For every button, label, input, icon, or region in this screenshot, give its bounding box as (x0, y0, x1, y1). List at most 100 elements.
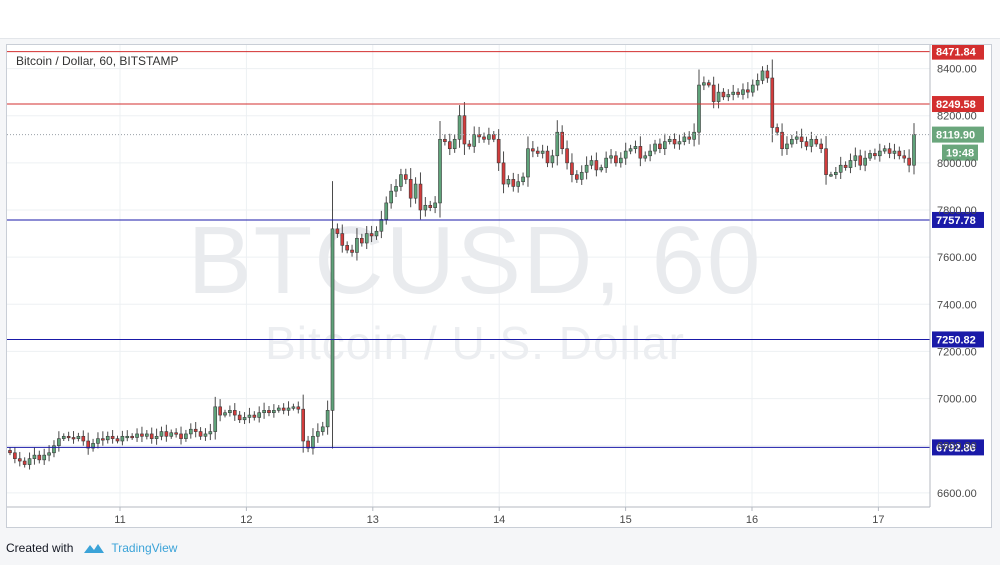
level-label: 6792.86 (936, 442, 976, 454)
x-tick-label: 12 (240, 514, 252, 526)
candle-body (726, 94, 731, 98)
candle-body (272, 410, 276, 414)
candle-body (677, 141, 682, 145)
candle-body (721, 91, 726, 98)
level-label: 8471.84 (936, 47, 977, 59)
candle-body (22, 460, 27, 465)
level-label: 7757.78 (936, 215, 976, 227)
x-tick-label: 11 (114, 514, 125, 526)
candle-body (687, 136, 692, 140)
candle-body (584, 164, 589, 173)
candle-body (296, 406, 301, 410)
candle-body (491, 134, 496, 140)
x-tick-label: 17 (872, 514, 884, 526)
candle-body (96, 438, 100, 444)
candle-body (853, 155, 858, 161)
candle-body (394, 186, 398, 192)
candle-body (135, 433, 139, 438)
candle-body (193, 428, 198, 432)
level-label-box (932, 331, 984, 348)
candle-body (526, 148, 530, 178)
candle-body (418, 183, 423, 211)
y-tick-label: 7600.00 (937, 252, 977, 264)
level-label-box (932, 96, 984, 113)
candle-body (594, 160, 599, 171)
candle-body (882, 148, 887, 152)
candle-body (535, 150, 540, 154)
y-tick-label: 6800.00 (937, 441, 977, 453)
last-price-box (932, 126, 984, 143)
candle-body (125, 435, 130, 439)
candle-body (276, 407, 281, 411)
candle-body (579, 171, 584, 180)
candle-body (755, 80, 760, 86)
tradingview-logo-icon[interactable] (83, 541, 105, 555)
candle-body (692, 131, 696, 140)
candle-body (902, 155, 907, 159)
candle-body (325, 410, 330, 428)
candle-body (237, 414, 242, 421)
candle-body (912, 134, 916, 166)
candle-body (834, 171, 838, 175)
candle-body (487, 134, 491, 140)
candle-body (736, 91, 740, 95)
level-label: 8249.58 (936, 99, 976, 111)
candle-body (247, 414, 252, 418)
candle-body (604, 157, 608, 168)
candle-body (482, 136, 486, 140)
candle-body (32, 454, 37, 459)
candle-body (765, 70, 770, 79)
candle-body (369, 233, 374, 237)
candle-body (52, 445, 56, 454)
candle-body (614, 155, 618, 164)
chart-frame[interactable]: BTCUSD, 60 Bitcoin / U.S. Dollar 8471.84… (6, 44, 992, 528)
candle-body (443, 138, 447, 142)
countdown-label: 19:48 (946, 148, 974, 160)
level-label: 7250.82 (936, 334, 976, 346)
candle-body (76, 435, 81, 439)
candle-body (360, 237, 364, 244)
last-price-label: 8119.90 (936, 130, 975, 142)
candle-body (330, 228, 335, 411)
candle-body (389, 190, 393, 204)
candle-body (384, 202, 389, 220)
candle-body (863, 157, 867, 166)
candle-body (658, 143, 662, 150)
candle-body (232, 410, 237, 416)
candle-body (462, 115, 467, 145)
candle-body (672, 138, 677, 145)
candle-body (428, 204, 433, 208)
candle-body (164, 431, 169, 437)
axes: 6600.00 6800.00 7000.00 7200.00 7400.00 7600.… (7, 45, 977, 526)
candle-body (682, 136, 687, 142)
x-tick-label: 16 (746, 514, 758, 526)
candle-body (252, 414, 257, 418)
grid (7, 45, 930, 507)
candle-body (281, 407, 286, 411)
candle-body (472, 134, 477, 147)
candle-body (340, 233, 345, 246)
candle-body (267, 410, 271, 414)
candle-body (320, 426, 325, 432)
chart-canvas[interactable]: BTCUSD, 60 Bitcoin / U.S. Dollar 8471.84… (7, 45, 993, 529)
y-tick-label: 8000.00 (937, 158, 977, 170)
candle-body (447, 141, 452, 150)
candle-body (223, 412, 227, 416)
candle-body (179, 433, 183, 439)
candle-body (770, 77, 775, 128)
candle-body (609, 155, 613, 159)
candle-body (145, 433, 149, 437)
tradingview-link[interactable]: TradingView (111, 541, 178, 555)
candle-body (570, 162, 574, 175)
candle-body (565, 148, 569, 164)
candle-body (775, 127, 779, 133)
candle-body (438, 138, 442, 204)
created-with-text: Created with (6, 541, 74, 555)
candle-body (42, 454, 47, 461)
candle-body (335, 228, 340, 234)
candle-body (858, 155, 863, 166)
y-tick-label: 7800.00 (937, 205, 977, 217)
candle-body (531, 148, 535, 152)
candle-body (17, 458, 22, 462)
candle-body (750, 84, 755, 93)
